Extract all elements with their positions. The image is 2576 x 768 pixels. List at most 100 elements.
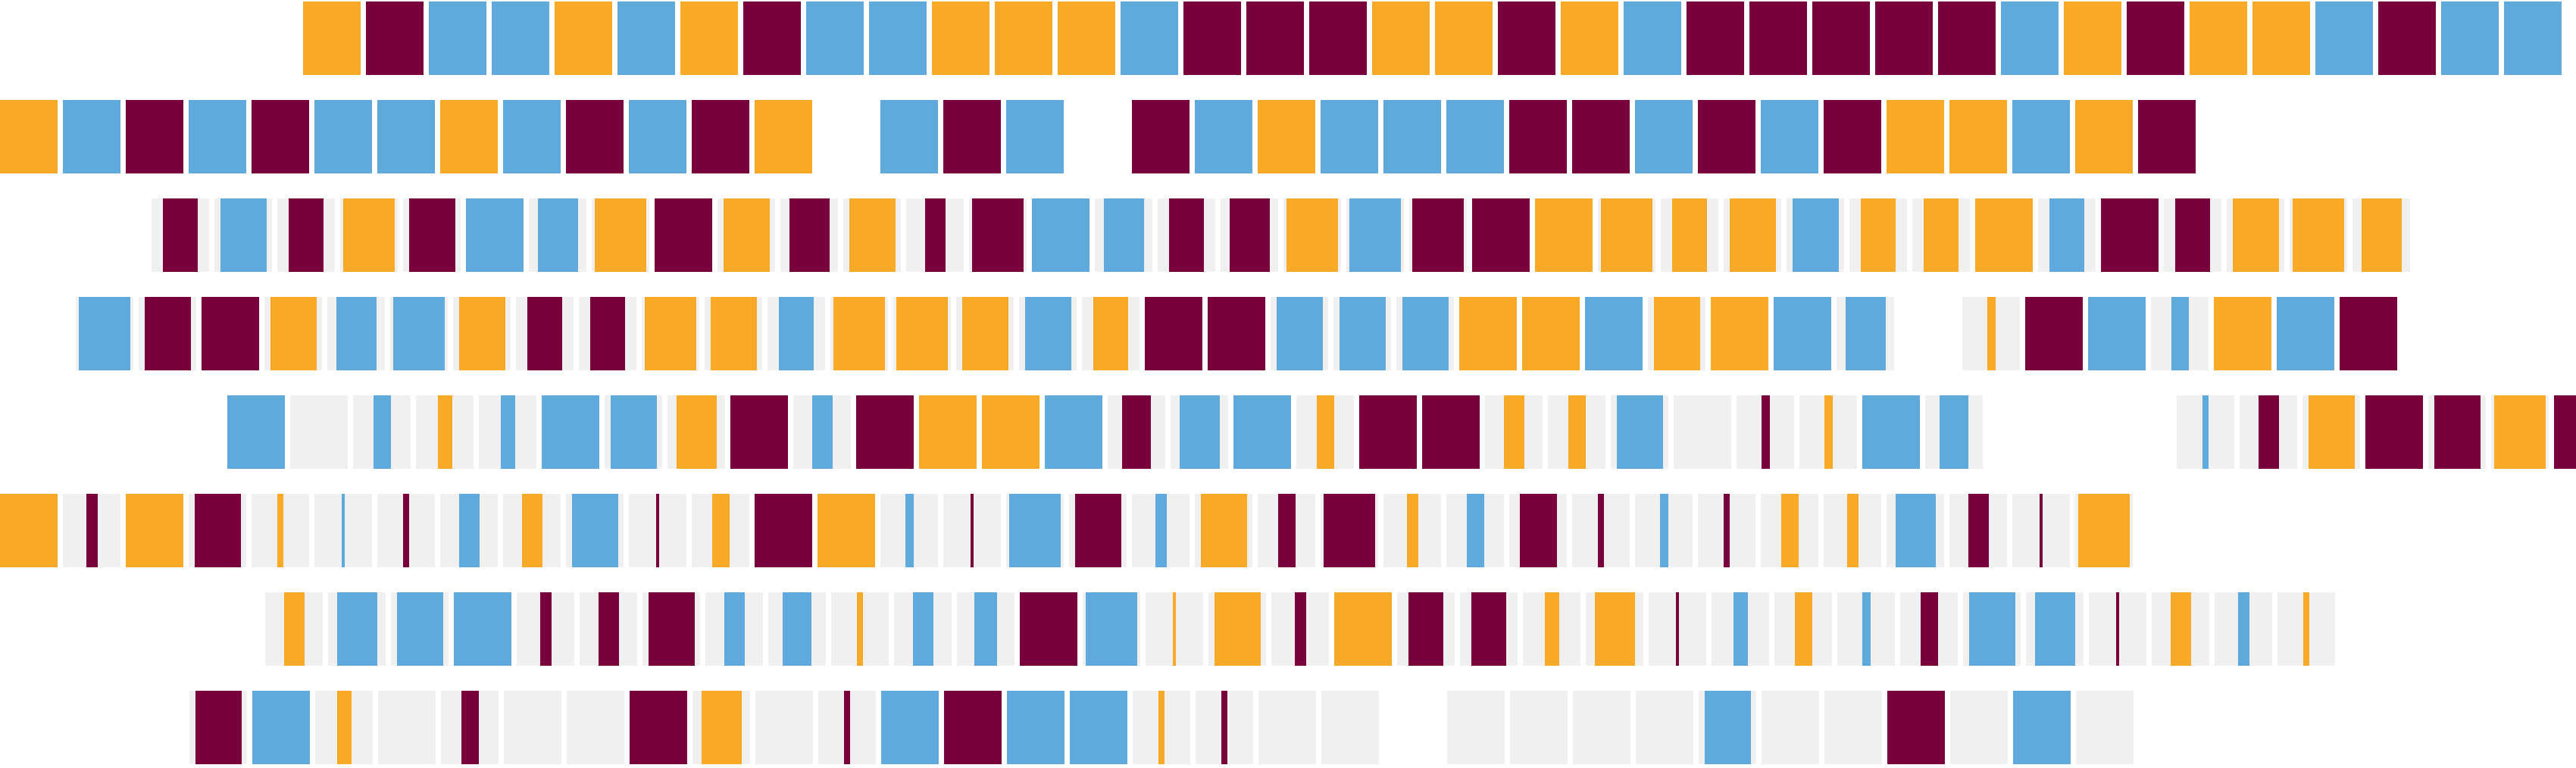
- heatmap-cell-r7-c16: [1221, 691, 1227, 764]
- heatmap-cell-r1-c11: [692, 100, 749, 173]
- heatmap-cell-r4-c17: [1317, 395, 1334, 469]
- heatmap-cell-r1-c9: [566, 100, 624, 173]
- heatmap-cell-r5-c31: [1968, 494, 1989, 567]
- heatmap-cell-r3-c35: [2277, 297, 2334, 370]
- heatmap-cell-r2-c10: [789, 198, 830, 272]
- heatmap-cell-r6-c19: [1471, 592, 1506, 666]
- heatmap-cell-r7-c29: [2013, 691, 2071, 764]
- heatmap-cell-r3-c11: [779, 297, 814, 370]
- heatmap-cell-r3-c9: [645, 297, 696, 370]
- heatmap-cell-r0-c22: [1687, 2, 1744, 75]
- heatmap-cell-r2-c34: [2293, 198, 2344, 272]
- heatmap-cell-r2-c7: [595, 198, 646, 272]
- heatmap-cell-r0-c24: [1812, 2, 1870, 75]
- heatmap-cell-r3-c25: [1654, 297, 1700, 370]
- heatmap-cell-r3-c6: [459, 297, 505, 370]
- heatmap-cell-r1-c5: [314, 100, 372, 173]
- heatmap-cell-r5-c15: [971, 494, 974, 567]
- heatmap-cell-r6-c3: [454, 592, 511, 666]
- heatmap-cell-r3-c3: [270, 297, 317, 370]
- heatmap-cell-r2-c4: [409, 198, 455, 272]
- heatmap-cell-r2-c31: [2101, 198, 2159, 272]
- heatmap-cell-r7-c0: [195, 691, 242, 764]
- heatmap-cell-r0-c28: [2064, 2, 2121, 75]
- heatmap-cell-r3-c22: [1459, 297, 1517, 370]
- heatmap-cell-r2-c29: [1975, 198, 2033, 272]
- heatmap-cell-r6-c23: [1733, 592, 1748, 666]
- heatmap-cell-r6-c8: [783, 592, 811, 666]
- heatmap-cell-r4-c33: [2309, 395, 2355, 469]
- heatmap-cell-r5-c26: [1660, 494, 1668, 567]
- heatmap-cell-r3-c14: [962, 297, 1008, 370]
- heatmap-cell-r5-c4: [277, 494, 283, 567]
- heatmap-cell-r5-c3: [195, 494, 241, 567]
- heatmap-cell-r6-c13: [1086, 592, 1137, 666]
- heatmap-cell-r0-c25: [1875, 2, 1933, 75]
- heatmap-cell-r5-c2: [126, 494, 183, 567]
- heatmap-cell-r1-c20: [1258, 100, 1315, 173]
- heatmap-cell-r1-c19: [1195, 100, 1252, 173]
- heatmap-cell-r3-c31: [2025, 297, 2083, 370]
- heatmap-cell-r6-c32: [2303, 592, 2309, 666]
- heatmap-cell-r5-c16: [1009, 494, 1061, 567]
- heatmap-cell-r2-c14: [1032, 198, 1089, 272]
- heatmap-cell-r2-c23: [1601, 198, 1652, 272]
- heatmap-cell-r7-c5: [504, 691, 561, 764]
- heatmap-cell-r2-c15: [1104, 198, 1144, 272]
- heatmap-cell-r4-c36: [2494, 395, 2546, 469]
- heatmap-cell-r2-c1: [220, 198, 267, 272]
- heatmap-cell-r1-c24: [1509, 100, 1567, 173]
- heatmap-cell-r1-c32: [2012, 100, 2070, 173]
- heatmap-cell-r0-c10: [932, 2, 989, 75]
- heatmap-cell-r6-c0: [284, 592, 305, 666]
- heatmap-cell-r1-c10: [629, 100, 686, 173]
- heatmap-cell-r2-c0: [163, 198, 198, 272]
- heatmap-cell-r6-c12: [1020, 592, 1077, 666]
- heatmap-cell-r3-c23: [1522, 297, 1580, 370]
- heatmap-cell-r0-c13: [1121, 2, 1178, 75]
- heatmap-cell-r7-c25: [1762, 691, 1819, 764]
- heatmap-cell-r5-c11: [712, 494, 730, 567]
- heatmap-cell-r5-c10: [656, 494, 659, 567]
- heatmap-cell-r5-c0: [0, 494, 58, 567]
- heatmap-cell-r1-c29: [1824, 100, 1881, 173]
- heatmap-cell-r0-c30: [2190, 2, 2247, 75]
- heatmap-cell-r4-c14: [1122, 395, 1151, 469]
- heatmap-cell-r0-c8: [806, 2, 864, 75]
- heatmap-cell-r7-c24: [1705, 691, 1751, 764]
- heatmap-cell-r2-c32: [2175, 198, 2210, 272]
- heatmap-cell-r3-c20: [1340, 297, 1386, 370]
- heatmap-cell-r1-c1: [63, 100, 120, 173]
- heatmap-cell-r7-c10: [844, 691, 850, 764]
- heatmap-cell-r4-c11: [919, 395, 977, 469]
- heatmap-cell-r0-c33: [2378, 2, 2436, 75]
- heatmap-cell-r6-c4: [540, 592, 552, 666]
- heatmap-cell-r1-c23: [1446, 100, 1504, 173]
- heatmap-cell-r7-c14: [1070, 691, 1127, 764]
- heatmap-cell-r0-c15: [1246, 2, 1304, 75]
- heatmap-cell-r0-c16: [1309, 2, 1367, 75]
- heatmap-cell-r1-c26: [1635, 100, 1693, 173]
- heatmap-cell-r7-c7: [630, 691, 687, 764]
- heatmap-cell-r2-c3: [343, 198, 395, 272]
- heatmap-cell-r2-c28: [1924, 198, 1959, 272]
- heatmap-cell-r4-c24: [1762, 395, 1770, 469]
- heatmap-cell-r1-c8: [503, 100, 561, 173]
- heatmap-cell-r4-c16: [1233, 395, 1291, 469]
- heatmap-cell-r4-c37: [2554, 395, 2576, 469]
- heatmap-cell-r4-c31: [2202, 395, 2209, 469]
- heatmap-cell-r3-c24: [1585, 297, 1643, 370]
- heatmap-cell-r5-c7: [459, 494, 480, 567]
- heatmap-cell-r6-c24: [1795, 592, 1812, 666]
- heatmap-cell-r7-c28: [1950, 691, 2008, 764]
- heatmap-cell-r5-c1: [86, 494, 98, 567]
- heatmap-cell-r5-c33: [2078, 494, 2130, 567]
- heatmap-cell-r4-c2: [374, 395, 391, 469]
- heatmap-cell-r2-c30: [2049, 198, 2084, 272]
- heatmap-cell-r1-c30: [1887, 100, 1944, 173]
- heatmap-cell-r5-c24: [1520, 494, 1557, 567]
- heatmap-cell-r4-c10: [856, 395, 914, 469]
- heatmap-cell-r6-c2: [397, 592, 443, 666]
- heatmap-cell-r1-c25: [1572, 100, 1630, 173]
- heatmap-cell-r4-c6: [611, 395, 657, 469]
